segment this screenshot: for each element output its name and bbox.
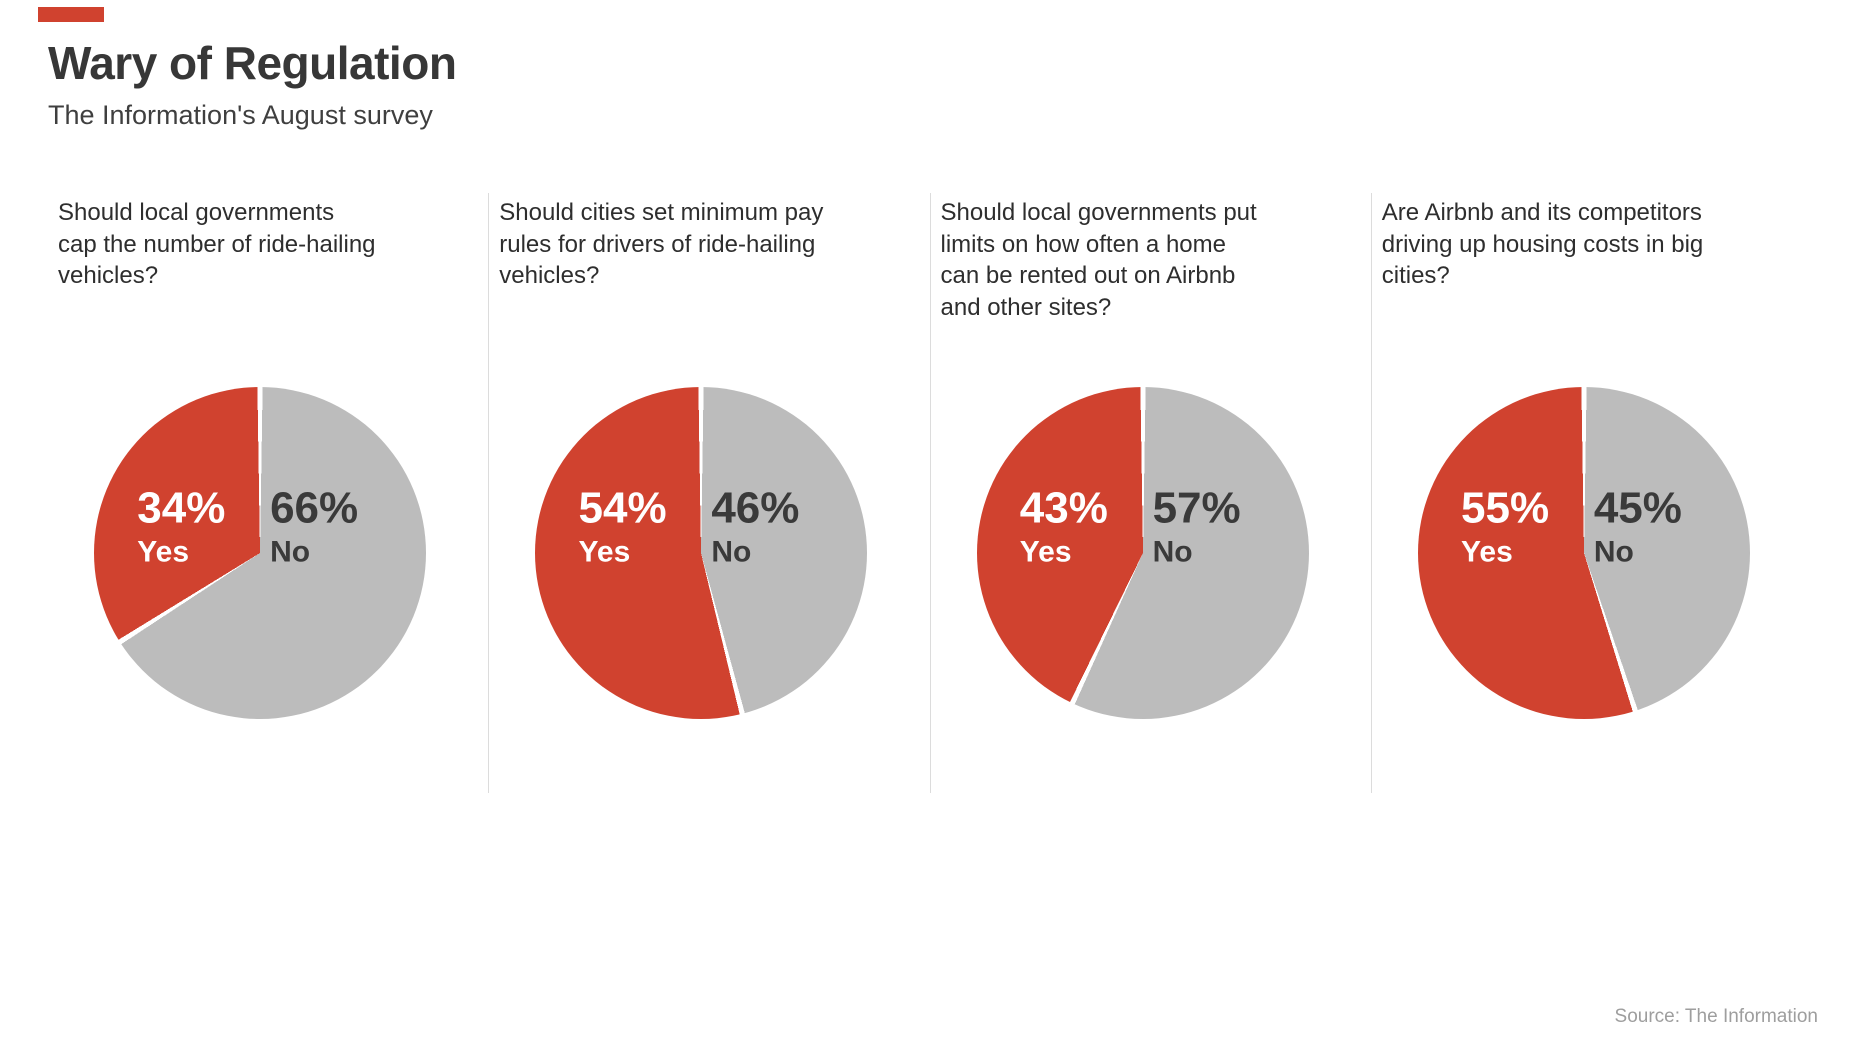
yes-percent: 54% [578,484,667,534]
yes-label: 55% Yes [1461,484,1549,569]
no-name: No [1152,535,1193,569]
survey-panel-housing-costs: Are Airbnb and its competitors driving u… [1372,193,1812,793]
pie-chart: 54% Yes 46% No [535,387,868,719]
no-label: 46% No [711,484,799,569]
yes-name: Yes [1019,535,1072,569]
no-name: No [1593,535,1634,569]
yes-label: 34% Yes [137,484,225,569]
yes-percent: 43% [1019,484,1108,534]
no-percent: 45% [1593,484,1682,534]
yes-label: 43% Yes [1020,484,1108,569]
no-percent: 57% [1152,484,1241,534]
yes-name: Yes [1461,535,1513,569]
brand-accent-mark [38,7,104,22]
question-text: Are Airbnb and its competitors driving u… [1381,199,1704,290]
pie-chart: 43% Yes 57% No [976,387,1309,719]
no-name: No [711,535,752,569]
no-name: No [270,535,311,569]
chart-header: Wary of Regulation The Information's Aug… [0,0,1860,131]
no-label: 57% No [1153,484,1241,569]
chart-subtitle: The Information's August survey [48,100,433,130]
yes-percent: 55% [1461,484,1550,534]
survey-panel-minimum-pay: Should cities set minimum pay rules for … [489,193,931,793]
pie-chart: 55% Yes 45% No [1417,387,1750,719]
pie-chart: 34% Yes 66% No [94,387,427,719]
question-text: Should cities set minimum pay rules for … [499,199,824,290]
no-percent: 46% [711,484,800,534]
survey-panel-ridehail-cap: Should local governments cap the number … [48,193,490,793]
question-text: Should local governments put limits on h… [940,199,1257,322]
yes-label: 54% Yes [579,484,667,569]
no-percent: 66% [270,484,359,534]
chart-title: Wary of Regulation [48,37,457,89]
yes-name: Yes [578,535,631,569]
yes-percent: 34% [137,484,226,534]
yes-name: Yes [137,535,190,569]
no-label: 66% No [270,484,358,569]
survey-panels: Should local governments cap the number … [0,193,1860,793]
source-credit: Source: The Information [1614,1006,1818,1027]
no-label: 45% No [1594,484,1682,569]
survey-panel-airbnb-limits: Should local governments put limits on h… [931,193,1372,793]
question-text: Should local governments cap the number … [58,199,376,290]
